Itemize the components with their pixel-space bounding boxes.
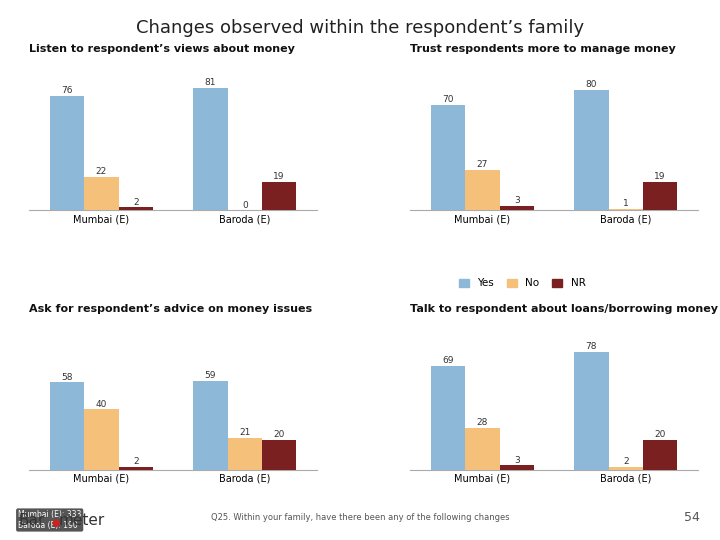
Text: Bar: Bar (18, 513, 44, 528)
Text: 1: 1 (623, 199, 629, 208)
Text: 21: 21 (239, 428, 251, 437)
Bar (193, 88, 228, 210)
Bar (574, 90, 608, 210)
Bar (500, 465, 534, 470)
Text: 54: 54 (684, 511, 700, 524)
Text: 80: 80 (585, 80, 597, 89)
Bar (193, 381, 228, 470)
Legend: Yes, No, NR: Yes, No, NR (459, 279, 585, 288)
Bar (50, 382, 84, 470)
Bar (431, 366, 465, 470)
Text: 81: 81 (204, 78, 216, 87)
Bar (119, 207, 153, 210)
Text: 27: 27 (477, 160, 488, 169)
Text: 2: 2 (133, 457, 139, 466)
Bar (84, 409, 119, 470)
Text: 3: 3 (514, 196, 520, 205)
Bar (500, 206, 534, 210)
Text: 19: 19 (274, 172, 285, 181)
Text: 3: 3 (514, 456, 520, 464)
Text: 59: 59 (204, 371, 216, 380)
Text: Trust respondents more to manage money: Trust respondents more to manage money (410, 44, 675, 55)
Text: 69: 69 (442, 356, 454, 365)
Bar (608, 467, 643, 470)
Bar (119, 467, 153, 470)
Bar (228, 438, 262, 470)
Text: Q25. Within your family, have there been any of the following changes: Q25. Within your family, have there been… (211, 513, 509, 522)
Text: 20: 20 (274, 430, 285, 439)
Bar (643, 440, 678, 470)
Bar (262, 440, 297, 470)
Text: Changes observed within the respondent’s family: Changes observed within the respondent’s… (136, 19, 584, 37)
Bar (431, 105, 465, 210)
Text: Ask for respondent’s advice on money issues: Ask for respondent’s advice on money iss… (29, 304, 312, 314)
Text: 22: 22 (96, 167, 107, 177)
Text: Mumbai (E): 333
Baroda (E): 190: Mumbai (E): 333 Baroda (E): 190 (18, 510, 81, 530)
Text: 28: 28 (477, 418, 488, 427)
Text: 70: 70 (442, 95, 454, 104)
Text: 40: 40 (96, 400, 107, 409)
Text: 19: 19 (654, 172, 666, 181)
Text: 2: 2 (623, 457, 629, 466)
Text: 78: 78 (585, 342, 597, 352)
Text: 58: 58 (61, 373, 73, 382)
Text: meter: meter (59, 513, 105, 528)
Bar (608, 209, 643, 210)
Bar (465, 170, 500, 210)
Bar (50, 96, 84, 210)
Text: 20: 20 (654, 430, 666, 439)
Text: 2: 2 (133, 198, 139, 206)
Bar (643, 181, 678, 210)
Text: 76: 76 (61, 86, 73, 95)
Text: Talk to respondent about loans/borrowing money: Talk to respondent about loans/borrowing… (410, 304, 718, 314)
Text: Listen to respondent’s views about money: Listen to respondent’s views about money (29, 44, 294, 55)
Bar (84, 177, 119, 210)
Bar (465, 428, 500, 470)
Bar (574, 352, 608, 470)
Text: ●: ● (52, 518, 60, 528)
Text: 0: 0 (242, 200, 248, 210)
Bar (262, 181, 297, 210)
